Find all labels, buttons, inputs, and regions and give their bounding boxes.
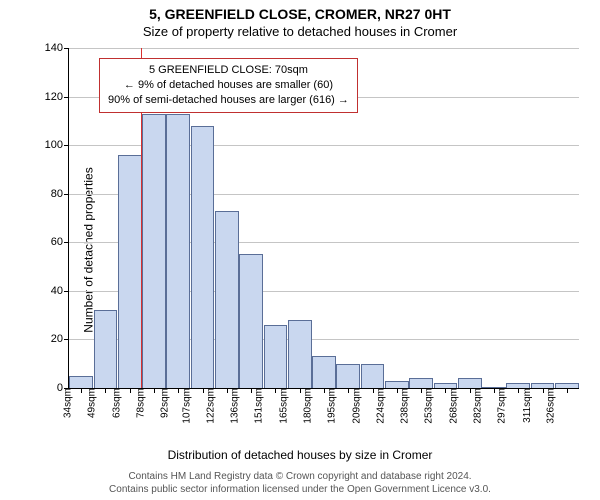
x-tick-label: 311sqm [518,388,533,423]
y-tick-label: 40 [51,285,69,297]
histogram-bar [288,320,312,388]
x-tick-label: 92sqm [156,388,171,418]
x-tick-label: 63sqm [107,388,122,418]
x-tick-label: 107sqm [177,388,192,424]
x-tick-label: 209sqm [347,388,362,424]
x-tick-label: 180sqm [299,388,314,424]
histogram-bar [69,376,93,388]
histogram-bar [118,155,142,388]
x-tick-label: 34sqm [59,388,74,418]
histogram-bar [409,378,433,388]
x-tick-label: 165sqm [274,388,289,424]
x-tick-label: 224sqm [372,388,387,424]
histogram-bar [458,378,482,388]
footer-line-2: Contains public sector information licen… [0,484,600,497]
histogram-bar [239,254,263,388]
annotation-line: ← 9% of detached houses are smaller (60) [108,78,349,93]
x-tick-label: 122sqm [202,388,217,424]
x-tick-label: 238sqm [396,388,411,424]
chart-footer: Contains HM Land Registry data © Crown c… [0,471,600,496]
x-tick-label: 282sqm [469,388,484,424]
histogram-bar [336,364,360,388]
x-tick-mark [567,388,568,393]
annotation-line: 90% of semi-detached houses are larger (… [108,93,349,108]
x-tick-label: 49sqm [83,388,98,418]
annotation-box: 5 GREENFIELD CLOSE: 70sqm← 9% of detache… [99,58,358,113]
y-tick-label: 80 [51,188,69,200]
plot-area: 02040608010012014034sqm49sqm63sqm78sqm92… [68,48,579,389]
annotation-line: 5 GREENFIELD CLOSE: 70sqm [108,63,349,78]
x-tick-mark [105,388,106,393]
footer-line-1: Contains HM Land Registry data © Crown c… [0,471,600,484]
x-tick-label: 78sqm [131,388,146,418]
gridline [69,48,579,49]
y-tick-label: 140 [45,42,69,54]
x-tick-label: 136sqm [226,388,241,424]
x-tick-label: 297sqm [493,388,508,424]
x-axis-label: Distribution of detached houses by size … [0,448,600,462]
y-tick-label: 60 [51,236,69,248]
histogram-bar [385,381,409,388]
histogram-bar [142,114,166,388]
chart-title: 5, GREENFIELD CLOSE, CROMER, NR27 0HT [0,6,600,22]
property-size-histogram: 5, GREENFIELD CLOSE, CROMER, NR27 0HT Si… [0,0,600,500]
y-tick-label: 20 [51,333,69,345]
histogram-bar [312,356,336,388]
histogram-bar [215,211,239,388]
histogram-bar [166,114,190,388]
y-tick-label: 120 [45,91,69,103]
x-tick-label: 253sqm [420,388,435,424]
histogram-bar [264,325,288,388]
x-tick-label: 195sqm [323,388,338,424]
x-tick-label: 268sqm [444,388,459,424]
histogram-bar [191,126,215,388]
y-tick-label: 100 [45,139,69,151]
chart-subtitle: Size of property relative to detached ho… [0,24,600,39]
histogram-bar [94,310,118,388]
x-tick-label: 326sqm [542,388,557,424]
histogram-bar [361,364,385,388]
x-tick-label: 151sqm [250,388,265,424]
